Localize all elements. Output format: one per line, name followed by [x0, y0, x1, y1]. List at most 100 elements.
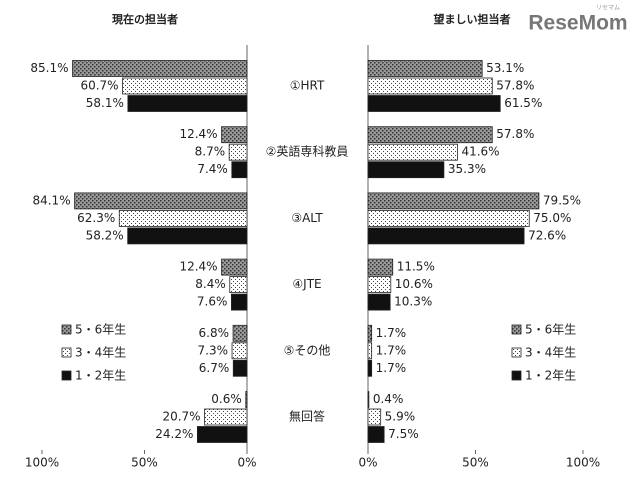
legend-swatch	[61, 370, 72, 381]
bar	[231, 293, 248, 311]
data-label: 7.3%	[198, 343, 229, 357]
data-label: 8.4%	[195, 277, 226, 291]
data-label: 6.7%	[199, 361, 230, 375]
bar	[245, 391, 248, 408]
x-tick-label: 100%	[25, 456, 59, 470]
legend-swatch	[511, 324, 522, 335]
data-label: 79.5%	[543, 193, 581, 207]
data-label: 84.1%	[32, 193, 70, 207]
data-label: 1.7%	[376, 326, 407, 340]
bar	[367, 426, 385, 443]
data-label: 1.7%	[376, 343, 407, 357]
bar	[367, 95, 501, 112]
x-tick-label: 50%	[131, 456, 158, 470]
data-label: 62.3%	[77, 211, 115, 225]
data-label: 6.8%	[199, 326, 230, 340]
bar	[221, 258, 248, 276]
bar	[122, 77, 248, 95]
bar	[74, 192, 248, 210]
data-label: 57.8%	[496, 79, 534, 93]
x-tick-label: 50%	[462, 456, 489, 470]
bar	[367, 192, 540, 210]
data-label: 60.7%	[80, 79, 118, 93]
bar	[367, 293, 391, 311]
logo-small: リセマム	[596, 5, 620, 12]
category-label: ⑤その他	[284, 343, 331, 357]
legend-swatch	[61, 347, 72, 358]
legend-swatch	[511, 347, 522, 358]
data-label: 24.2%	[155, 427, 193, 441]
chart-title: 現在の担当者	[112, 12, 178, 26]
data-label: 0.6%	[211, 392, 242, 406]
category-label: ②英語専科教員	[266, 144, 349, 159]
data-label: 7.6%	[197, 295, 228, 309]
data-label: 10.6%	[395, 277, 433, 291]
x-tick-label: 100%	[566, 456, 600, 470]
data-label: 61.5%	[504, 96, 542, 110]
legend-label: 5・6年生	[525, 323, 576, 337]
bar	[367, 276, 392, 294]
bar	[228, 143, 248, 161]
data-label: 8.7%	[195, 145, 226, 159]
legend-swatch	[61, 324, 72, 335]
bar	[367, 359, 373, 377]
data-label: 7.5%	[388, 427, 419, 441]
bar	[231, 342, 248, 360]
chart-title: 望ましい担当者	[434, 12, 511, 26]
x-tick-label: 0%	[237, 456, 256, 470]
data-label: 35.3%	[448, 162, 486, 176]
data-label: 0.4%	[373, 392, 404, 406]
bar	[367, 209, 530, 227]
bar	[72, 60, 248, 77]
data-label: 10.3%	[394, 295, 432, 309]
category-label: ①HRT	[290, 79, 325, 93]
bar	[367, 258, 394, 276]
data-label: 58.1%	[86, 96, 124, 110]
bar	[221, 126, 248, 144]
data-label: 53.1%	[486, 61, 524, 75]
legend-label: 5・6年生	[75, 323, 126, 337]
bar	[229, 276, 248, 294]
data-label: 1.7%	[376, 361, 407, 375]
bar	[232, 359, 248, 377]
data-label: 75.0%	[533, 211, 571, 225]
bar	[367, 60, 483, 77]
data-label: 41.6%	[461, 145, 499, 159]
bar	[367, 391, 370, 408]
bar	[367, 408, 382, 426]
data-label: 12.4%	[179, 127, 217, 141]
bar	[367, 227, 525, 245]
data-label: 11.5%	[397, 260, 435, 274]
bar	[367, 342, 373, 360]
legend-label: 3・4年生	[75, 346, 126, 360]
bar	[367, 143, 458, 161]
bar	[231, 161, 248, 179]
category-label: ④JTE	[292, 277, 321, 291]
legend-label: 1・2年生	[525, 369, 576, 383]
legend-label: 3・4年生	[525, 346, 576, 360]
category-label: ③ALT	[291, 211, 323, 225]
bar	[367, 324, 373, 342]
bar	[204, 408, 248, 426]
x-tick-label: 0%	[358, 456, 377, 470]
data-label: 58.2%	[86, 228, 124, 242]
bar	[367, 77, 493, 95]
data-label: 5.9%	[385, 410, 416, 424]
data-label: 72.6%	[528, 228, 566, 242]
logo: ReseMom	[528, 12, 627, 35]
data-label: 7.4%	[197, 162, 228, 176]
data-label: 85.1%	[30, 61, 68, 75]
bar	[367, 126, 493, 144]
data-label: 12.4%	[179, 260, 217, 274]
bar	[118, 209, 248, 227]
legend-label: 1・2年生	[75, 369, 126, 383]
bar	[127, 95, 248, 112]
bar	[232, 324, 248, 342]
bar	[367, 161, 445, 179]
category-label: 無回答	[289, 409, 325, 424]
legend-swatch	[511, 370, 522, 381]
bar	[127, 227, 248, 245]
data-label: 57.8%	[496, 127, 534, 141]
data-label: 20.7%	[162, 410, 200, 424]
